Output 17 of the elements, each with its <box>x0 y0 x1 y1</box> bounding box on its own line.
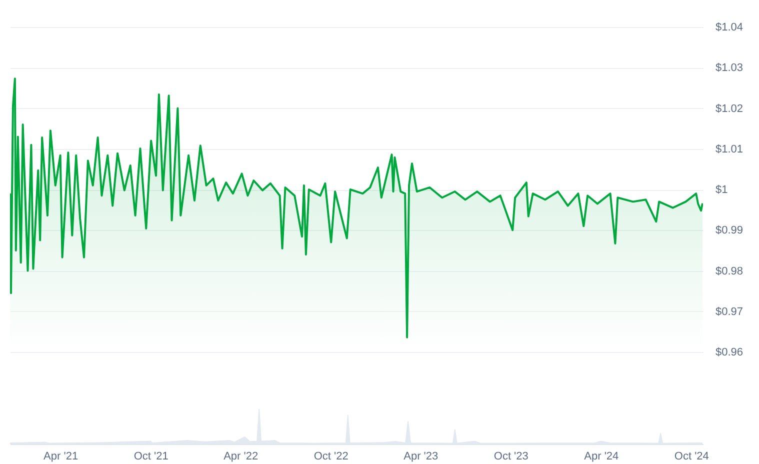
y-tick-label: $1.04 <box>716 22 744 34</box>
x-tick-label: Apr '23 <box>404 450 438 462</box>
x-tick-label: Oct '21 <box>134 450 168 462</box>
y-tick-label: $0.99 <box>716 224 744 237</box>
y-tick-label: $0.97 <box>716 306 744 318</box>
y-tick-label: $1.01 <box>716 143 744 156</box>
x-tick-label: Apr '22 <box>224 450 258 462</box>
x-tick-label: Oct '23 <box>494 450 528 462</box>
x-tick-label: Oct '22 <box>314 450 348 462</box>
y-tick-label: $0.98 <box>716 265 744 278</box>
y-tick-label: $1.03 <box>716 62 744 74</box>
y-tick-label: $1.02 <box>716 102 744 115</box>
x-tick-label: Apr '24 <box>584 450 619 462</box>
y-tick-label: $1 <box>716 184 728 196</box>
y-tick-label: $0.96 <box>716 346 744 358</box>
x-tick-label: Apr '21 <box>44 450 78 462</box>
x-tick-label: Oct '24 <box>674 450 709 462</box>
